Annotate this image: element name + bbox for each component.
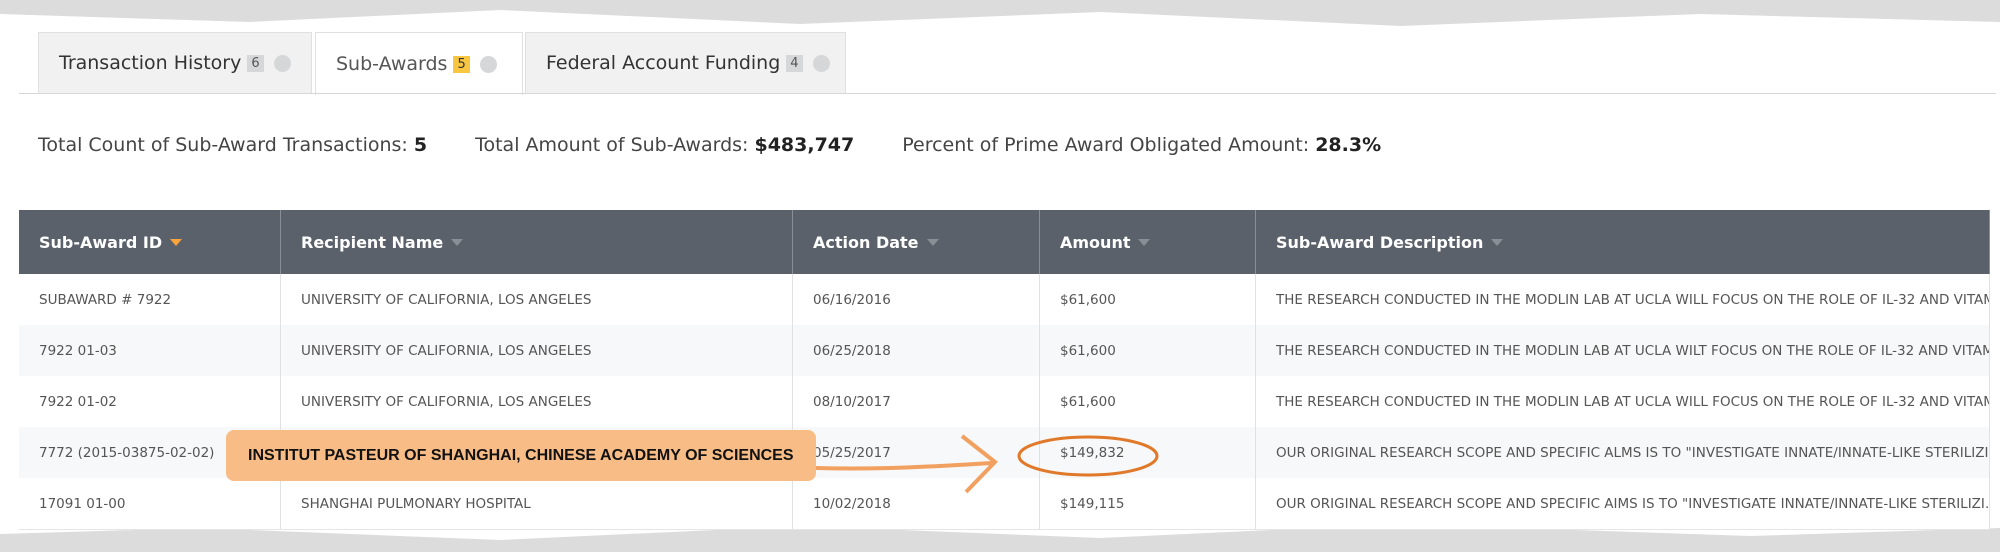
top-edge: [0, 0, 2000, 26]
header-label[interactable]: Sub-Award ID: [39, 232, 163, 252]
tab-badge[interactable]: 4: [786, 54, 803, 72]
table-cell[interactable]: $149,832: [1040, 427, 1256, 478]
summary-value: 28.3%: [1315, 134, 1382, 156]
row-bg: [19, 478, 1990, 530]
summary-label: Total Amount of Sub-Awards:: [475, 134, 749, 156]
table-cell[interactable]: 10/02/2018: [793, 478, 1040, 529]
bottom-edge: [0, 524, 2000, 552]
sort-icon: [1138, 238, 1151, 246]
table-cell[interactable]: OUR ORIGINAL RESEARCH SCOPE AND SPECIFIC…: [1256, 478, 1990, 529]
summary-value: 5: [413, 134, 428, 156]
header-label[interactable]: Amount: [1060, 232, 1131, 252]
annotation-box: INSTITUT PASTEUR OF SHANGHAI, CHINESE AC…: [226, 430, 816, 481]
header-bg[interactable]: [19, 210, 1990, 274]
table-cell[interactable]: 05/25/2017: [793, 427, 1040, 478]
sort-icon: [1491, 238, 1504, 246]
info-icon: [273, 54, 291, 72]
sort-icon: [170, 238, 183, 246]
table: Sub-Award ID Recipient Name Action Date Amo…: [19, 210, 1990, 530]
tab[interactable]: Sub-Awards 5: [315, 32, 523, 95]
tab-label[interactable]: Transaction History: [59, 52, 242, 74]
tab-underline: [19, 93, 1996, 94]
header-label[interactable]: Recipient Name: [301, 232, 444, 252]
column-header[interactable]: Sub-Award ID: [19, 210, 281, 274]
table-cell[interactable]: 08/10/2017: [793, 376, 1040, 427]
row-bg: [19, 325, 1990, 377]
summary-item: Total Amount of Sub-Awards: $483,747: [475, 134, 854, 156]
info-icon: [479, 55, 497, 73]
header-label[interactable]: Action Date: [813, 232, 919, 252]
tab[interactable]: Transaction History 6: [38, 32, 312, 93]
table-cell[interactable]: SHANGHAI PULMONARY HOSPITAL: [281, 478, 793, 529]
table-cell[interactable]: THE RESEARCH CONDUCTED IN THE MODLIN LAB…: [1256, 325, 1990, 376]
sort-icon: [451, 238, 464, 246]
sort-icon: [926, 238, 939, 246]
table-cell[interactable]: $149,115: [1040, 478, 1256, 529]
summary-item: Percent of Prime Award Obligated Amount:…: [902, 134, 1381, 156]
table-cell[interactable]: THE RESEARCH CONDUCTED IN THE MODLIN LAB…: [1256, 274, 1990, 325]
table-cell[interactable]: SUBAWARD # 7922: [19, 274, 281, 325]
table-cell[interactable]: 06/16/2016: [793, 274, 1040, 325]
summary-value: $483,747: [754, 134, 855, 156]
tab[interactable]: Federal Account Funding 4: [525, 32, 846, 93]
table-cell[interactable]: $61,600: [1040, 274, 1256, 325]
header-label[interactable]: Sub-Award Description: [1276, 232, 1484, 252]
column-header[interactable]: Amount: [1040, 210, 1256, 274]
info-icon: [812, 54, 830, 72]
table-cell[interactable]: $61,600: [1040, 325, 1256, 376]
column-header[interactable]: Recipient Name: [281, 210, 793, 274]
table-cell[interactable]: 7922 01-03: [19, 325, 281, 376]
summary-label: Percent of Prime Award Obligated Amount:: [902, 134, 1310, 156]
table-cell[interactable]: UNIVERSITY OF CALIFORNIA, LOS ANGELES: [281, 325, 793, 376]
column-header[interactable]: Action Date: [793, 210, 1040, 274]
table-cell[interactable]: UNIVERSITY OF CALIFORNIA, LOS ANGELES: [281, 274, 793, 325]
table-cell[interactable]: 06/25/2018: [793, 325, 1040, 376]
summary-label: Total Count of Sub-Award Transactions:: [38, 134, 408, 156]
column-header[interactable]: Sub-Award Description: [1256, 210, 1990, 274]
tab-label[interactable]: Sub-Awards: [336, 53, 448, 75]
table-cell[interactable]: THE RESEARCH CONDUCTED IN THE MODLIN LAB…: [1256, 376, 1990, 427]
summary-item: Total Count of Sub-Award Transactions: 5: [38, 134, 427, 156]
table-cell[interactable]: $61,600: [1040, 376, 1256, 427]
table-cell[interactable]: 7922 01-02: [19, 376, 281, 427]
tab-label[interactable]: Federal Account Funding: [546, 52, 781, 74]
tab-badge[interactable]: 5: [453, 55, 470, 73]
table-cell[interactable]: UNIVERSITY OF CALIFORNIA, LOS ANGELES: [281, 376, 793, 427]
tab-badge[interactable]: 6: [247, 54, 264, 72]
table-cell[interactable]: 17091 01-00: [19, 478, 281, 529]
summary: Total Count of Sub-Award Transactions: 5…: [38, 134, 1381, 156]
table-cell[interactable]: OUR ORIGINAL RESEARCH SCOPE AND SPECIFIC…: [1256, 427, 1990, 478]
